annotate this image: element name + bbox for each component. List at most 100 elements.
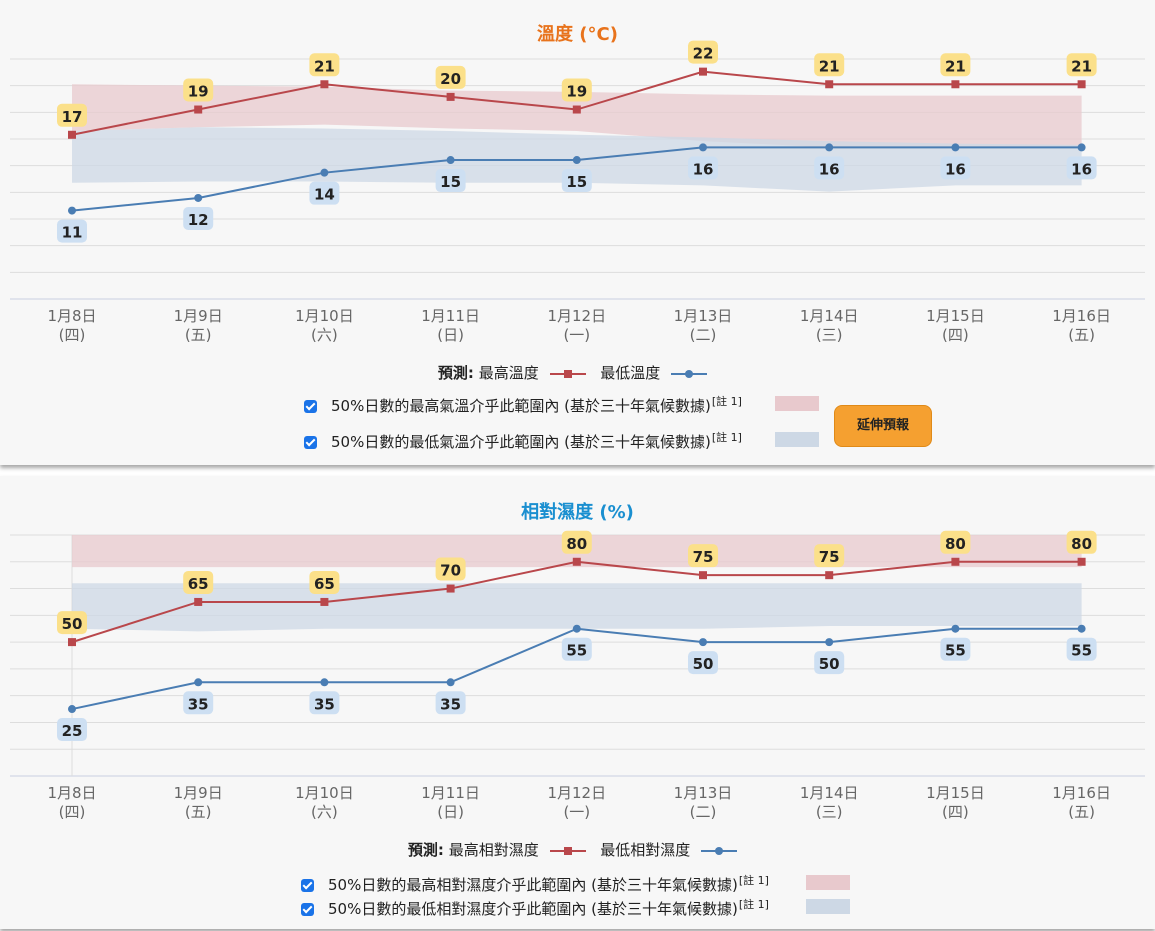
humidity-chart-panel: 相對濕度 (%) 50 65 65 70 80 75 75 80 80 25 35 35 35 55 50 5… <box>0 476 1155 929</box>
min-point <box>320 168 329 177</box>
min-point <box>1077 143 1086 152</box>
x-tick-label: 1月16日(五) <box>1052 784 1111 821</box>
min-point <box>699 638 707 647</box>
min-data-label: 35 <box>440 695 461 713</box>
min-point <box>446 156 455 165</box>
max-data-label: 80 <box>945 535 966 553</box>
checkbox-icon[interactable] <box>304 436 317 449</box>
min-data-label-bg <box>688 651 718 675</box>
max-point <box>320 597 329 606</box>
humidity-legend: 預測: 最高相對濕度 最低相對濕度 <box>0 839 1155 860</box>
temp-band-max-toggle[interactable]: 50%日數的最高氣溫介乎此範圍內 (基於三十年氣候數據)[註 1] <box>304 393 742 416</box>
note-link[interactable]: [註 1] <box>738 874 769 887</box>
max-data-label-bg <box>1066 530 1097 554</box>
temp-band-min-swatch <box>775 432 819 447</box>
min-data-label-bg <box>940 637 971 661</box>
x-tick-label: 1月10日(六) <box>295 784 354 821</box>
min-data-label: 55 <box>945 642 966 660</box>
min-data-label: 12 <box>188 211 209 229</box>
max-data-label-bg <box>435 65 466 89</box>
min-data-label-bg <box>309 181 340 205</box>
checkbox-icon[interactable] <box>304 400 317 413</box>
min-data-label: 16 <box>819 160 840 178</box>
note-link[interactable]: [註 1] <box>738 898 769 911</box>
hum-band-max-swatch <box>806 875 850 890</box>
max-data-label-bg <box>57 611 87 635</box>
max-data-label: 19 <box>566 83 587 101</box>
x-tick-label: 1月9日(五) <box>174 784 223 821</box>
x-tick-label: 1月14日(三) <box>800 307 859 344</box>
humidity-chart-title: 相對濕度 (%) <box>521 502 634 523</box>
extended-forecast-button[interactable]: 延伸預報 <box>834 405 932 447</box>
max-point <box>68 130 76 139</box>
min-data-label: 14 <box>314 186 335 204</box>
min-point <box>572 624 581 633</box>
min-data-label: 15 <box>566 173 587 191</box>
min-data-label-bg <box>1066 156 1097 180</box>
x-tick-label: 1月15日(四) <box>926 784 985 821</box>
note-link[interactable]: [註 1] <box>711 395 742 408</box>
min-point <box>194 193 203 202</box>
min-point <box>68 705 76 714</box>
checkbox-icon[interactable] <box>301 903 314 916</box>
min-point <box>320 678 329 687</box>
max-point <box>951 80 960 89</box>
checkbox-icon[interactable] <box>301 879 314 892</box>
min-data-label: 35 <box>314 695 335 713</box>
max-point <box>572 105 581 114</box>
legend-min-label: 最低溫度 <box>600 364 661 382</box>
max-data-label-bg <box>309 53 340 77</box>
max-data-label-bg <box>688 544 718 568</box>
x-tick-label: 1月11日(日) <box>421 307 480 344</box>
max-point <box>825 571 834 580</box>
max-point <box>446 92 455 101</box>
min-data-label-bg <box>57 718 87 742</box>
temp-band-max-swatch <box>775 396 819 411</box>
max-point <box>699 571 707 580</box>
legend-max-label: 最高溫度 <box>478 364 539 382</box>
min-data-label: 50 <box>819 655 840 673</box>
max-data-label: 70 <box>440 562 461 580</box>
max-data-label-bg <box>183 78 214 102</box>
min-data-label: 16 <box>1071 160 1092 178</box>
min-data-label: 11 <box>62 224 83 242</box>
max-point <box>1077 80 1086 89</box>
min-data-label: 15 <box>440 173 461 191</box>
max-data-label-bg <box>814 53 845 77</box>
max-point <box>320 80 329 89</box>
max-point <box>951 557 960 566</box>
x-tick-label: 1月12日(一) <box>547 784 606 821</box>
max-data-label: 65 <box>188 575 209 593</box>
max-point <box>825 80 834 89</box>
min-data-label: 25 <box>62 722 83 740</box>
hum-band-min-toggle[interactable]: 50%日數的最低相對濕度介乎此範圍內 (基於三十年氣候數據)[註 1] <box>301 896 769 919</box>
max-data-label: 80 <box>566 535 587 553</box>
min-range-band <box>72 583 1082 632</box>
max-data-label-bg <box>1066 53 1097 77</box>
max-data-label: 75 <box>693 548 714 566</box>
min-data-label: 50 <box>693 655 714 673</box>
max-data-label-bg <box>183 570 214 594</box>
min-point <box>951 143 960 152</box>
min-data-label-bg <box>57 219 87 243</box>
max-data-label: 19 <box>188 83 209 101</box>
legend-max-label: 最高相對濕度 <box>448 841 539 859</box>
max-data-label: 21 <box>1071 57 1092 75</box>
legend-max-swatch <box>549 368 586 380</box>
legend-min-label: 最低相對濕度 <box>600 841 691 859</box>
max-data-label: 21 <box>945 57 966 75</box>
max-data-label-bg <box>940 53 971 77</box>
x-tick-label: 1月13日(二) <box>674 307 733 344</box>
note-link[interactable]: [註 1] <box>711 431 742 444</box>
temp-band-min-toggle[interactable]: 50%日數的最低氣溫介乎此範圍內 (基於三十年氣候數據)[註 1] <box>304 429 742 452</box>
x-tick-label: 1月10日(六) <box>295 307 354 344</box>
x-tick-label: 1月13日(二) <box>674 784 733 821</box>
min-data-label: 35 <box>188 695 209 713</box>
min-point <box>446 678 455 687</box>
min-data-label-bg <box>1066 637 1097 661</box>
temperature-legend: 預測: 最高溫度 最低溫度 <box>0 362 1155 383</box>
min-point <box>68 206 76 215</box>
min-data-label-bg <box>688 156 718 180</box>
legend-prefix: 預測: <box>437 364 474 382</box>
hum-band-max-toggle[interactable]: 50%日數的最高相對濕度介乎此範圍內 (基於三十年氣候數據)[註 1] <box>301 872 769 895</box>
